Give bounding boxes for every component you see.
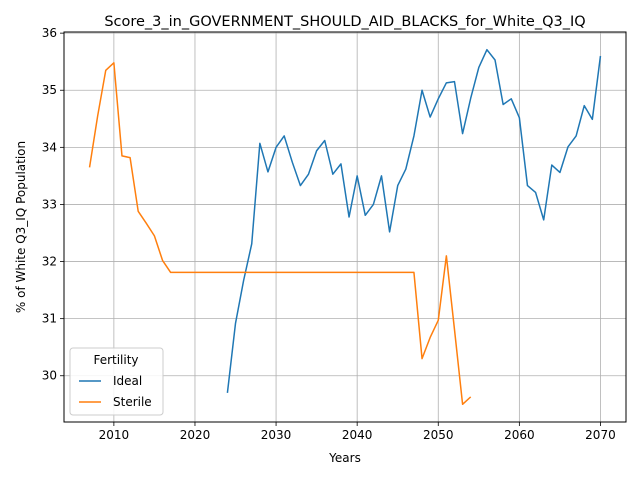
y-tick-label: 32	[42, 255, 57, 269]
y-tick-label: 33	[42, 197, 57, 211]
legend-label-sterile: Sterile	[113, 395, 152, 409]
legend-box	[69, 347, 164, 416]
chart-title: Score_3_in_GOVERNMENT_SHOULD_AID_BLACKS_…	[104, 14, 585, 30]
legend-label-ideal: Ideal	[113, 374, 142, 388]
y-tick-label: 36	[42, 26, 57, 40]
series-line-sterile	[88, 62, 472, 406]
x-tick-label: 2030	[261, 428, 292, 442]
series-line-ideal	[226, 48, 602, 393]
y-tick-label: 31	[42, 312, 57, 326]
x-axis-label: Years	[328, 451, 361, 465]
y-tick-label: 35	[42, 83, 57, 97]
x-tick-label: 2020	[180, 428, 211, 442]
legend: Fertility Ideal Sterile	[69, 347, 164, 416]
y-axis-label: % of White Q3_IQ Population	[14, 141, 28, 313]
series-layer	[88, 48, 602, 406]
y-tick-label: 34	[42, 140, 57, 154]
legend-title: Fertility	[93, 353, 138, 367]
x-tick-label: 2040	[342, 428, 373, 442]
x-tick-label: 2060	[504, 428, 535, 442]
y-tick-label: 30	[42, 369, 57, 383]
plot-frame	[63, 31, 627, 423]
x-tick-label: 2050	[423, 428, 454, 442]
x-tick-label: 2010	[99, 428, 130, 442]
axis-ticks: 2010 2020 2030 2040 2050 2060 2070 30 31 32 33 34 35…	[42, 26, 616, 442]
x-tick-label: 2070	[585, 428, 616, 442]
